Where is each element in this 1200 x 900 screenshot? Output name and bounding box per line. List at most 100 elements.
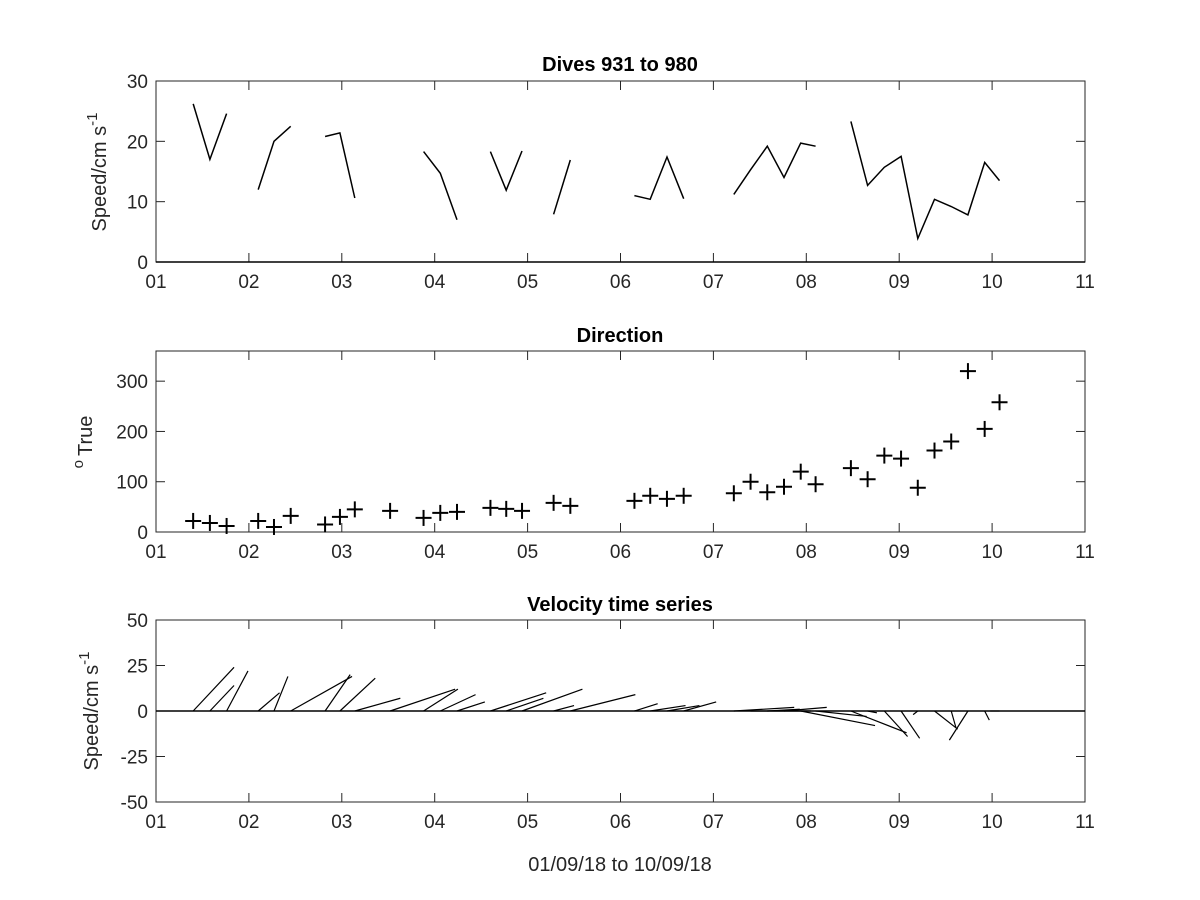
speed-series-line — [489, 150, 523, 193]
speed-panel-y-axis: 0 10 20 30 — [127, 72, 1085, 274]
direction-point — [626, 492, 643, 509]
direction-point — [185, 512, 202, 529]
velocity-stick — [867, 710, 878, 714]
velocity-panel-y-tick-label: 0 — [137, 702, 148, 723]
direction-panel-x-tick-label: 05 — [517, 542, 538, 563]
speed-panel-x-tick-label: 04 — [424, 272, 446, 293]
direction-panel-y-label: o True — [70, 416, 97, 469]
direction-panel-x-tick-label: 10 — [982, 542, 1003, 563]
velocity-stick — [324, 674, 351, 712]
direction-point — [432, 504, 449, 521]
velocity-panel-x-tick-label: 11 — [1075, 812, 1095, 833]
speed-panel: Dives 931 to 980 01 02 03 04 05 06 07 08 09 10 11 … — [84, 54, 1095, 293]
velocity-stick — [900, 710, 921, 739]
direction-point — [265, 518, 282, 535]
direction-point — [642, 487, 659, 504]
direction-point — [792, 463, 809, 480]
velocity-panel-y-axis: 50 25 0 -25 -50 — [121, 611, 1085, 814]
direction-point — [876, 447, 893, 464]
direction-point — [725, 485, 742, 502]
velocity-stick — [506, 697, 544, 712]
velocity-stick — [912, 710, 919, 716]
direction-panel-y-tick-label: 200 — [116, 422, 148, 443]
velocity-panel-x-tick-label: 07 — [703, 812, 724, 833]
velocity-stick — [950, 710, 957, 728]
direction-point — [776, 478, 793, 495]
direction-point — [742, 473, 759, 490]
speed-panel-y-tick-label: 10 — [127, 193, 148, 214]
speed-panel-x-tick-label: 07 — [703, 272, 724, 293]
direction-point — [943, 433, 960, 450]
velocity-stick — [984, 710, 990, 721]
direction-panel-y-tick-label: 300 — [116, 372, 148, 393]
direction-point — [759, 484, 776, 501]
direction-point — [498, 500, 515, 517]
velocity-stick — [273, 676, 289, 712]
velocity-panel-x-tick-label: 01 — [145, 812, 166, 833]
direction-panel-x-tick-label: 07 — [703, 542, 724, 563]
direction-point — [562, 497, 579, 514]
speed-panel-x-tick-label: 10 — [982, 272, 1003, 293]
velocity-stick — [290, 675, 353, 712]
speed-panel-plot-area — [156, 103, 1085, 263]
velocity-panel-x-axis: 01 02 03 04 05 06 07 08 09 10 11 — [145, 620, 1095, 833]
direction-panel-x-tick-label: 02 — [238, 542, 259, 563]
velocity-panel-y-tick-label: 25 — [127, 657, 148, 678]
velocity-stick — [570, 694, 636, 712]
velocity-stick — [521, 688, 583, 712]
velocity-stick — [257, 692, 280, 712]
velocity-stick — [783, 706, 827, 712]
speed-panel-x-tick-label: 11 — [1075, 272, 1095, 293]
direction-panel-y-axis: 0 100 200 300 — [116, 372, 1085, 544]
direction-point — [201, 514, 218, 531]
direction-panel-y-tick-label: 0 — [137, 523, 148, 544]
direction-point — [842, 460, 859, 477]
speed-series-line — [423, 151, 458, 221]
velocity-stick — [948, 710, 969, 741]
velocity-stick — [883, 710, 909, 737]
velocity-panel-x-tick-label: 06 — [610, 812, 631, 833]
speed-panel-title: Dives 931 to 980 — [542, 54, 698, 76]
direction-point — [675, 487, 692, 504]
direction-point — [448, 503, 465, 520]
speed-panel-y-tick-label: 20 — [127, 132, 148, 153]
direction-point — [250, 512, 267, 529]
speed-series-line — [733, 142, 816, 195]
velocity-panel-x-tick-label: 03 — [331, 812, 352, 833]
velocity-panel-y-tick-label: -25 — [121, 748, 148, 769]
speed-panel-frame — [155, 80, 1086, 263]
speed-panel-x-tick-label: 08 — [796, 272, 817, 293]
velocity-stick — [456, 701, 486, 712]
direction-point — [909, 479, 926, 496]
velocity-panel-y-tick-label: -50 — [121, 793, 148, 814]
direction-panel-x-tick-label: 09 — [889, 542, 910, 563]
direction-point — [331, 508, 348, 525]
speed-series-line — [634, 154, 685, 201]
speed-panel-x-tick-label: 05 — [517, 272, 538, 293]
direction-point — [382, 502, 399, 519]
direction-point — [859, 471, 876, 488]
direction-point — [218, 517, 235, 534]
speed-panel-x-tick-label: 06 — [610, 272, 631, 293]
direction-panel-title: Direction — [577, 325, 664, 347]
velocity-stick — [934, 710, 959, 730]
direction-point — [482, 499, 499, 516]
direction-point — [926, 442, 943, 459]
direction-point — [514, 502, 531, 519]
direction-point — [282, 507, 299, 524]
velocity-stick — [339, 677, 376, 712]
velocity-stick — [815, 710, 867, 718]
velocity-panel-x-tick-label: 08 — [796, 812, 817, 833]
velocity-stick — [733, 706, 795, 712]
direction-panel-y-label-superscript: o — [70, 460, 87, 468]
velocity-panel-x-tick-label: 10 — [982, 812, 1003, 833]
velocity-stick — [490, 692, 547, 712]
direction-panel: Direction 01 02 03 04 05 06 07 08 09 10 11 0 100 200… — [70, 325, 1095, 563]
velocity-panel-y-label-superscript: -1 — [76, 652, 93, 665]
direction-point — [346, 501, 363, 518]
velocity-stick — [634, 703, 658, 712]
velocity-stick — [389, 688, 456, 712]
direction-point — [893, 450, 910, 467]
speed-panel-y-tick-label: 0 — [137, 253, 148, 274]
